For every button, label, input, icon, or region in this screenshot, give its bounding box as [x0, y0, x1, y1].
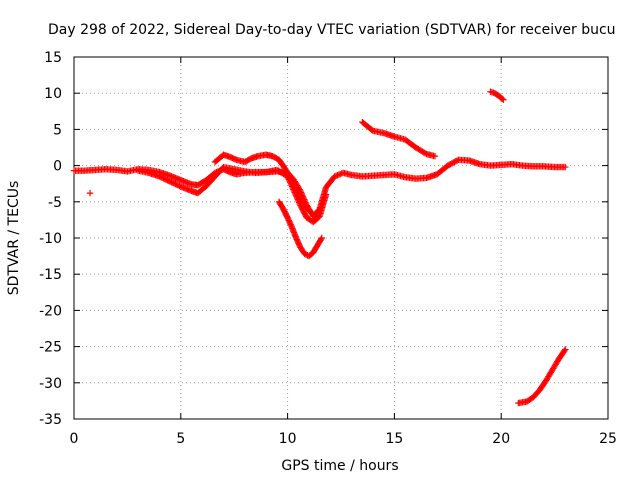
data-point: [499, 95, 506, 103]
data-point: [317, 236, 325, 243]
y-tick-label: -20: [39, 303, 62, 319]
data-point: [431, 152, 439, 160]
data-point: [331, 173, 338, 180]
data-point: [288, 176, 296, 184]
data-point: [300, 209, 308, 216]
data-point: [335, 171, 343, 178]
chart-title: Day 298 of 2022, Sidereal Day-to-day VTE…: [48, 22, 616, 38]
data-point: [293, 187, 300, 194]
data-point: [293, 188, 301, 195]
x-tick-label: 25: [599, 431, 617, 447]
data-point: [302, 211, 309, 219]
data-point: [561, 347, 568, 354]
data-point: [86, 189, 94, 197]
x-tick-label: 10: [279, 431, 297, 447]
y-tick-label: 10: [44, 86, 62, 102]
y-tick-label: -15: [39, 267, 62, 283]
data-point: [287, 175, 295, 182]
data-point: [562, 346, 569, 353]
data-point: [421, 150, 429, 157]
data-point: [306, 208, 314, 215]
data-points: [70, 88, 569, 407]
x-tick-label: 0: [70, 431, 79, 447]
x-axis-label: GPS time / hours: [281, 458, 398, 474]
y-tick-label: 15: [44, 50, 62, 66]
series-upper-hump: [211, 151, 315, 216]
data-point: [291, 184, 299, 191]
data-point: [289, 178, 296, 185]
data-point: [301, 210, 308, 217]
y-tick-label: -30: [39, 376, 62, 392]
data-point: [294, 189, 301, 197]
data-point: [337, 170, 344, 178]
data-point: [299, 206, 306, 213]
data-point: [334, 172, 341, 179]
series-high-segment: [487, 88, 507, 103]
data-point: [500, 96, 507, 103]
data-point: [307, 209, 315, 216]
x-tick-label: 5: [176, 431, 185, 447]
data-point: [332, 172, 340, 180]
data-point: [322, 191, 330, 198]
y-tick-label: -10: [39, 231, 62, 247]
y-tick-label: -5: [48, 195, 62, 211]
series-rising-curve: [515, 346, 569, 407]
y-tick-label: 5: [53, 122, 62, 138]
data-point: [300, 207, 307, 215]
y-axis-label: SDTVAR / TECUs: [6, 181, 22, 296]
y-tick-label: -35: [39, 412, 62, 428]
y-tick-label: -25: [39, 340, 62, 356]
x-tick-label: 20: [492, 431, 510, 447]
data-point: [291, 182, 298, 190]
y-tick-label: 0: [53, 159, 62, 175]
data-point: [290, 181, 297, 188]
series-outlier: [86, 189, 94, 197]
data-point: [289, 179, 297, 187]
series-deep-dip: [275, 198, 325, 260]
x-tick-label: 15: [385, 431, 403, 447]
series-descending-arc: [359, 118, 439, 160]
axis-ticks: 0 5 10 15 20 25 15 10 5 0 -5 -10 -15 -20 -25 -30 -35: [39, 50, 617, 447]
grid-lines: [74, 57, 608, 419]
data-point: [292, 185, 299, 192]
data-point: [318, 234, 325, 242]
data-point: [298, 204, 306, 212]
data-point: [301, 250, 308, 258]
data-point: [562, 163, 569, 171]
